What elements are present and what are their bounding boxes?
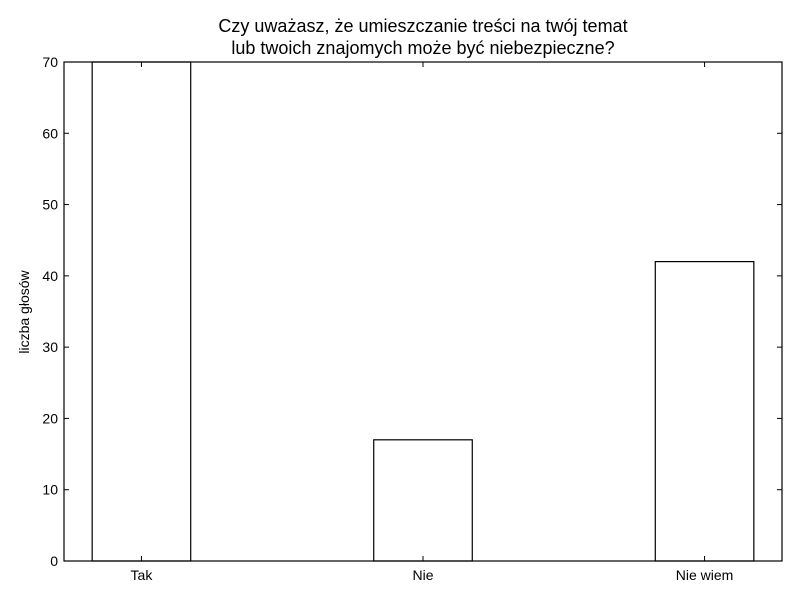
y-tick-label: 40 [42,268,58,284]
y-tick-label: 50 [42,197,58,213]
bar-nie [373,439,473,562]
y-tick-label: 0 [50,553,58,569]
x-tick-label: Nie [412,567,433,583]
chart-title-line-2: lub twoich znajomych może być niebezpiec… [231,38,614,58]
y-axis-label: liczba głosów [16,269,32,353]
bar-nie-wiem [654,261,755,562]
x-tick-label: Nie wiem [676,567,734,583]
chart-title-line-1: Czy uważasz, że umieszczanie treści na t… [218,16,627,36]
y-tick-label: 30 [42,339,58,355]
y-tick-label: 60 [42,125,58,141]
bar-tak [91,61,192,562]
y-tick-label: 10 [42,482,58,498]
y-tick-label: 70 [42,54,58,70]
plot-area: 0 10 20 30 40 50 60 70 Tak Nie Nie wiem [42,54,783,583]
y-tick-label: 20 [42,410,58,426]
x-tick-label: Tak [131,567,154,583]
